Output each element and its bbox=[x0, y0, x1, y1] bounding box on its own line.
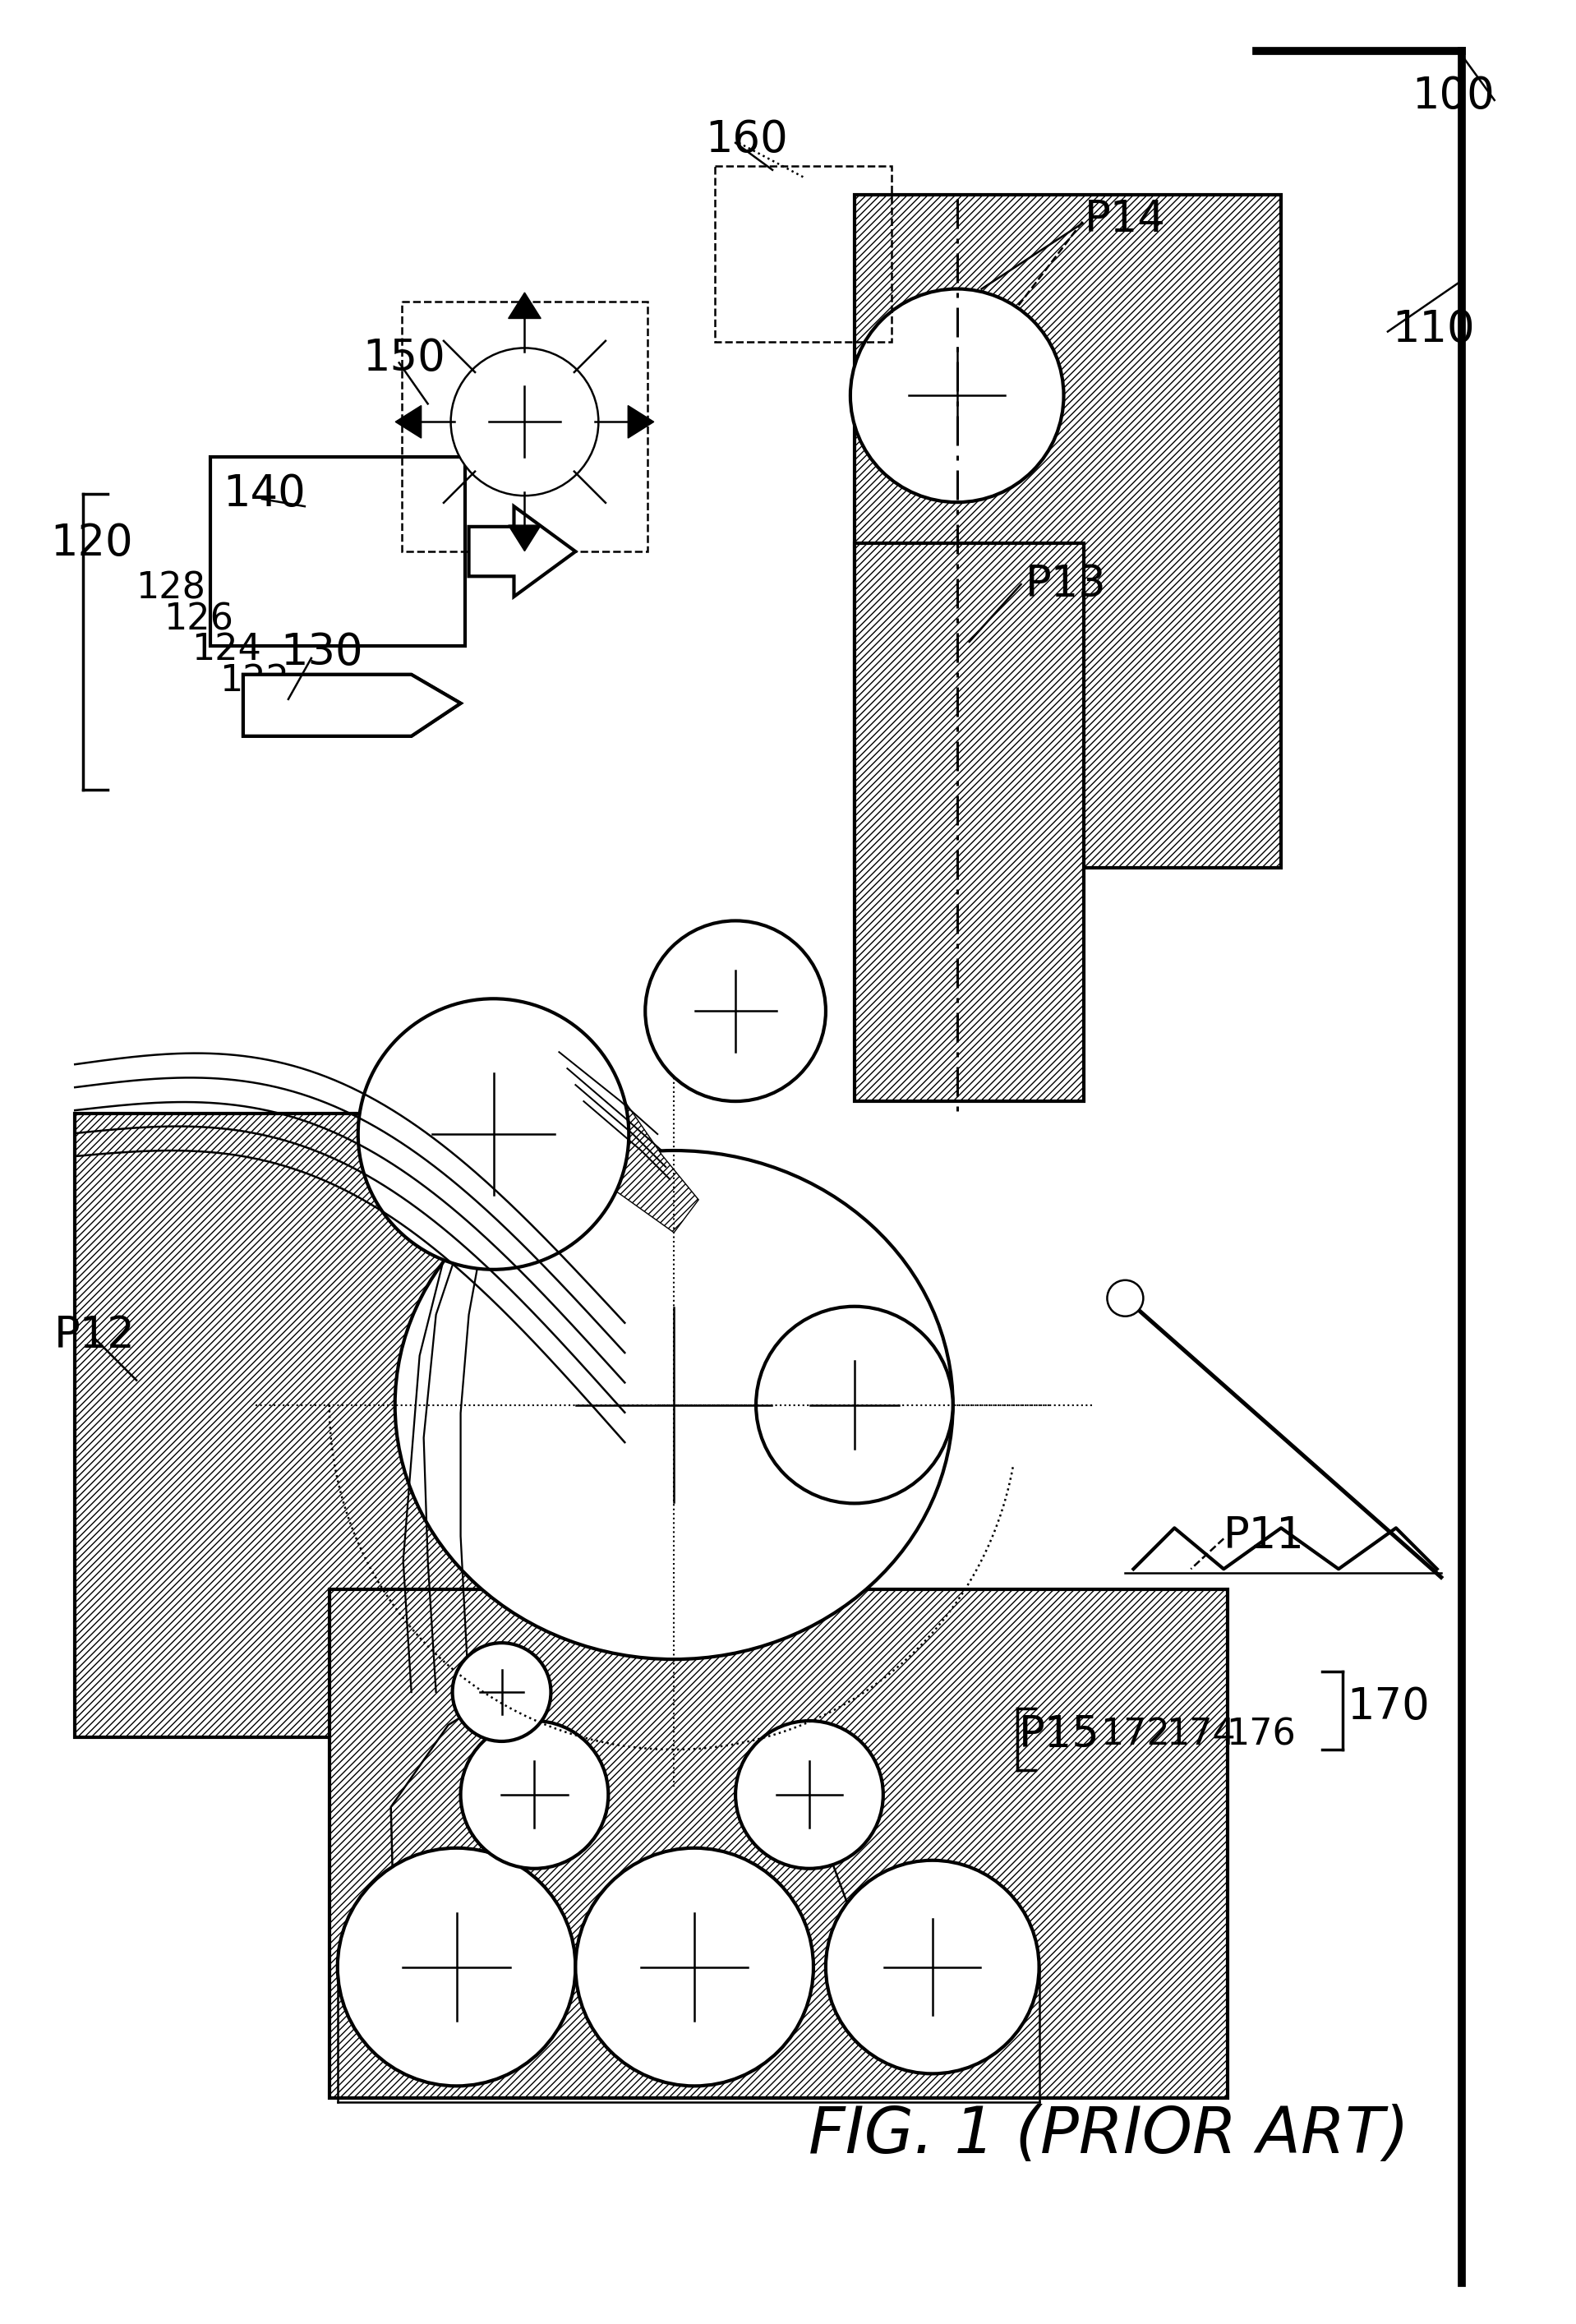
Text: P15: P15 bbox=[1018, 1713, 1100, 1757]
Text: 126: 126 bbox=[164, 602, 233, 637]
Polygon shape bbox=[243, 674, 460, 737]
Circle shape bbox=[826, 1859, 1039, 2073]
Polygon shape bbox=[329, 1590, 1228, 2099]
Polygon shape bbox=[854, 544, 1084, 1102]
Ellipse shape bbox=[396, 1150, 953, 1659]
Polygon shape bbox=[468, 507, 575, 597]
Text: 140: 140 bbox=[222, 472, 306, 516]
Polygon shape bbox=[509, 293, 541, 318]
Text: 160: 160 bbox=[704, 119, 788, 160]
Polygon shape bbox=[243, 674, 460, 737]
Circle shape bbox=[451, 349, 599, 495]
Polygon shape bbox=[76, 1113, 542, 1738]
Text: 122: 122 bbox=[219, 662, 290, 700]
Polygon shape bbox=[501, 1020, 698, 1232]
Text: P13: P13 bbox=[1024, 562, 1106, 607]
Text: 176: 176 bbox=[1226, 1717, 1295, 1752]
Text: 172: 172 bbox=[1100, 1717, 1171, 1752]
Circle shape bbox=[756, 1306, 953, 1504]
Circle shape bbox=[1108, 1281, 1143, 1315]
Text: FIG. 1 (PRIOR ART): FIG. 1 (PRIOR ART) bbox=[808, 2103, 1409, 2166]
Circle shape bbox=[358, 999, 629, 1269]
Polygon shape bbox=[627, 407, 654, 437]
Polygon shape bbox=[509, 525, 541, 551]
Text: 174: 174 bbox=[1166, 1717, 1236, 1752]
Text: P14: P14 bbox=[1084, 198, 1165, 239]
Text: 100: 100 bbox=[1412, 74, 1494, 119]
Polygon shape bbox=[854, 195, 1281, 867]
Text: 124: 124 bbox=[192, 632, 262, 667]
Circle shape bbox=[452, 1643, 552, 1741]
Text: P11: P11 bbox=[1223, 1515, 1305, 1557]
Text: 120: 120 bbox=[50, 523, 132, 565]
Text: 170: 170 bbox=[1347, 1685, 1429, 1729]
Polygon shape bbox=[210, 458, 465, 646]
Text: 110: 110 bbox=[1392, 309, 1475, 351]
Polygon shape bbox=[396, 407, 421, 437]
Text: P12: P12 bbox=[55, 1313, 136, 1357]
Circle shape bbox=[460, 1720, 608, 1868]
Circle shape bbox=[851, 288, 1064, 502]
Circle shape bbox=[575, 1848, 813, 2087]
Circle shape bbox=[337, 1848, 575, 2087]
Text: 150: 150 bbox=[362, 337, 444, 381]
Text: 128: 128 bbox=[136, 572, 205, 607]
Circle shape bbox=[645, 920, 826, 1102]
Circle shape bbox=[736, 1720, 883, 1868]
Text: 130: 130 bbox=[281, 632, 362, 674]
